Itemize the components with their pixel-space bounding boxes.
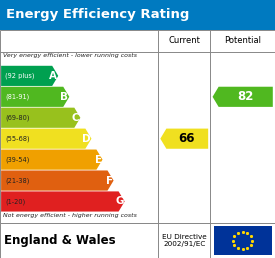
Bar bbox=[0, 30, 275, 223]
Bar bbox=[0, 0, 275, 30]
Polygon shape bbox=[1, 66, 58, 86]
Text: (39-54): (39-54) bbox=[5, 156, 30, 163]
Text: England & Wales: England & Wales bbox=[4, 234, 116, 247]
Text: Very energy efficient - lower running costs: Very energy efficient - lower running co… bbox=[3, 53, 137, 58]
Bar bbox=[214, 226, 272, 255]
Text: Current: Current bbox=[168, 36, 200, 45]
Text: (92 plus): (92 plus) bbox=[5, 72, 35, 79]
Text: (55-68): (55-68) bbox=[5, 135, 30, 142]
Polygon shape bbox=[1, 171, 114, 191]
Text: 66: 66 bbox=[179, 132, 195, 145]
Polygon shape bbox=[1, 87, 69, 107]
Text: Energy Efficiency Rating: Energy Efficiency Rating bbox=[6, 8, 189, 21]
Polygon shape bbox=[160, 128, 208, 149]
Text: (21-38): (21-38) bbox=[5, 177, 30, 184]
Text: 82: 82 bbox=[237, 90, 254, 103]
Text: D: D bbox=[82, 134, 91, 144]
Text: (69-80): (69-80) bbox=[5, 115, 30, 121]
Text: Not energy efficient - higher running costs: Not energy efficient - higher running co… bbox=[3, 213, 137, 217]
Polygon shape bbox=[1, 108, 80, 128]
Bar bbox=[0, 223, 275, 258]
Polygon shape bbox=[1, 128, 91, 149]
Text: (81-91): (81-91) bbox=[5, 94, 29, 100]
Text: E: E bbox=[95, 155, 102, 165]
Text: B: B bbox=[60, 92, 68, 102]
Text: Potential: Potential bbox=[224, 36, 261, 45]
Text: F: F bbox=[106, 175, 113, 186]
Polygon shape bbox=[213, 87, 273, 107]
Text: 2002/91/EC: 2002/91/EC bbox=[163, 241, 205, 247]
Text: EU Directive: EU Directive bbox=[162, 234, 207, 240]
Polygon shape bbox=[1, 150, 103, 170]
Polygon shape bbox=[1, 191, 125, 212]
Text: C: C bbox=[72, 113, 79, 123]
Text: A: A bbox=[50, 71, 57, 81]
Text: (1-20): (1-20) bbox=[5, 198, 26, 205]
Text: G: G bbox=[115, 197, 124, 206]
